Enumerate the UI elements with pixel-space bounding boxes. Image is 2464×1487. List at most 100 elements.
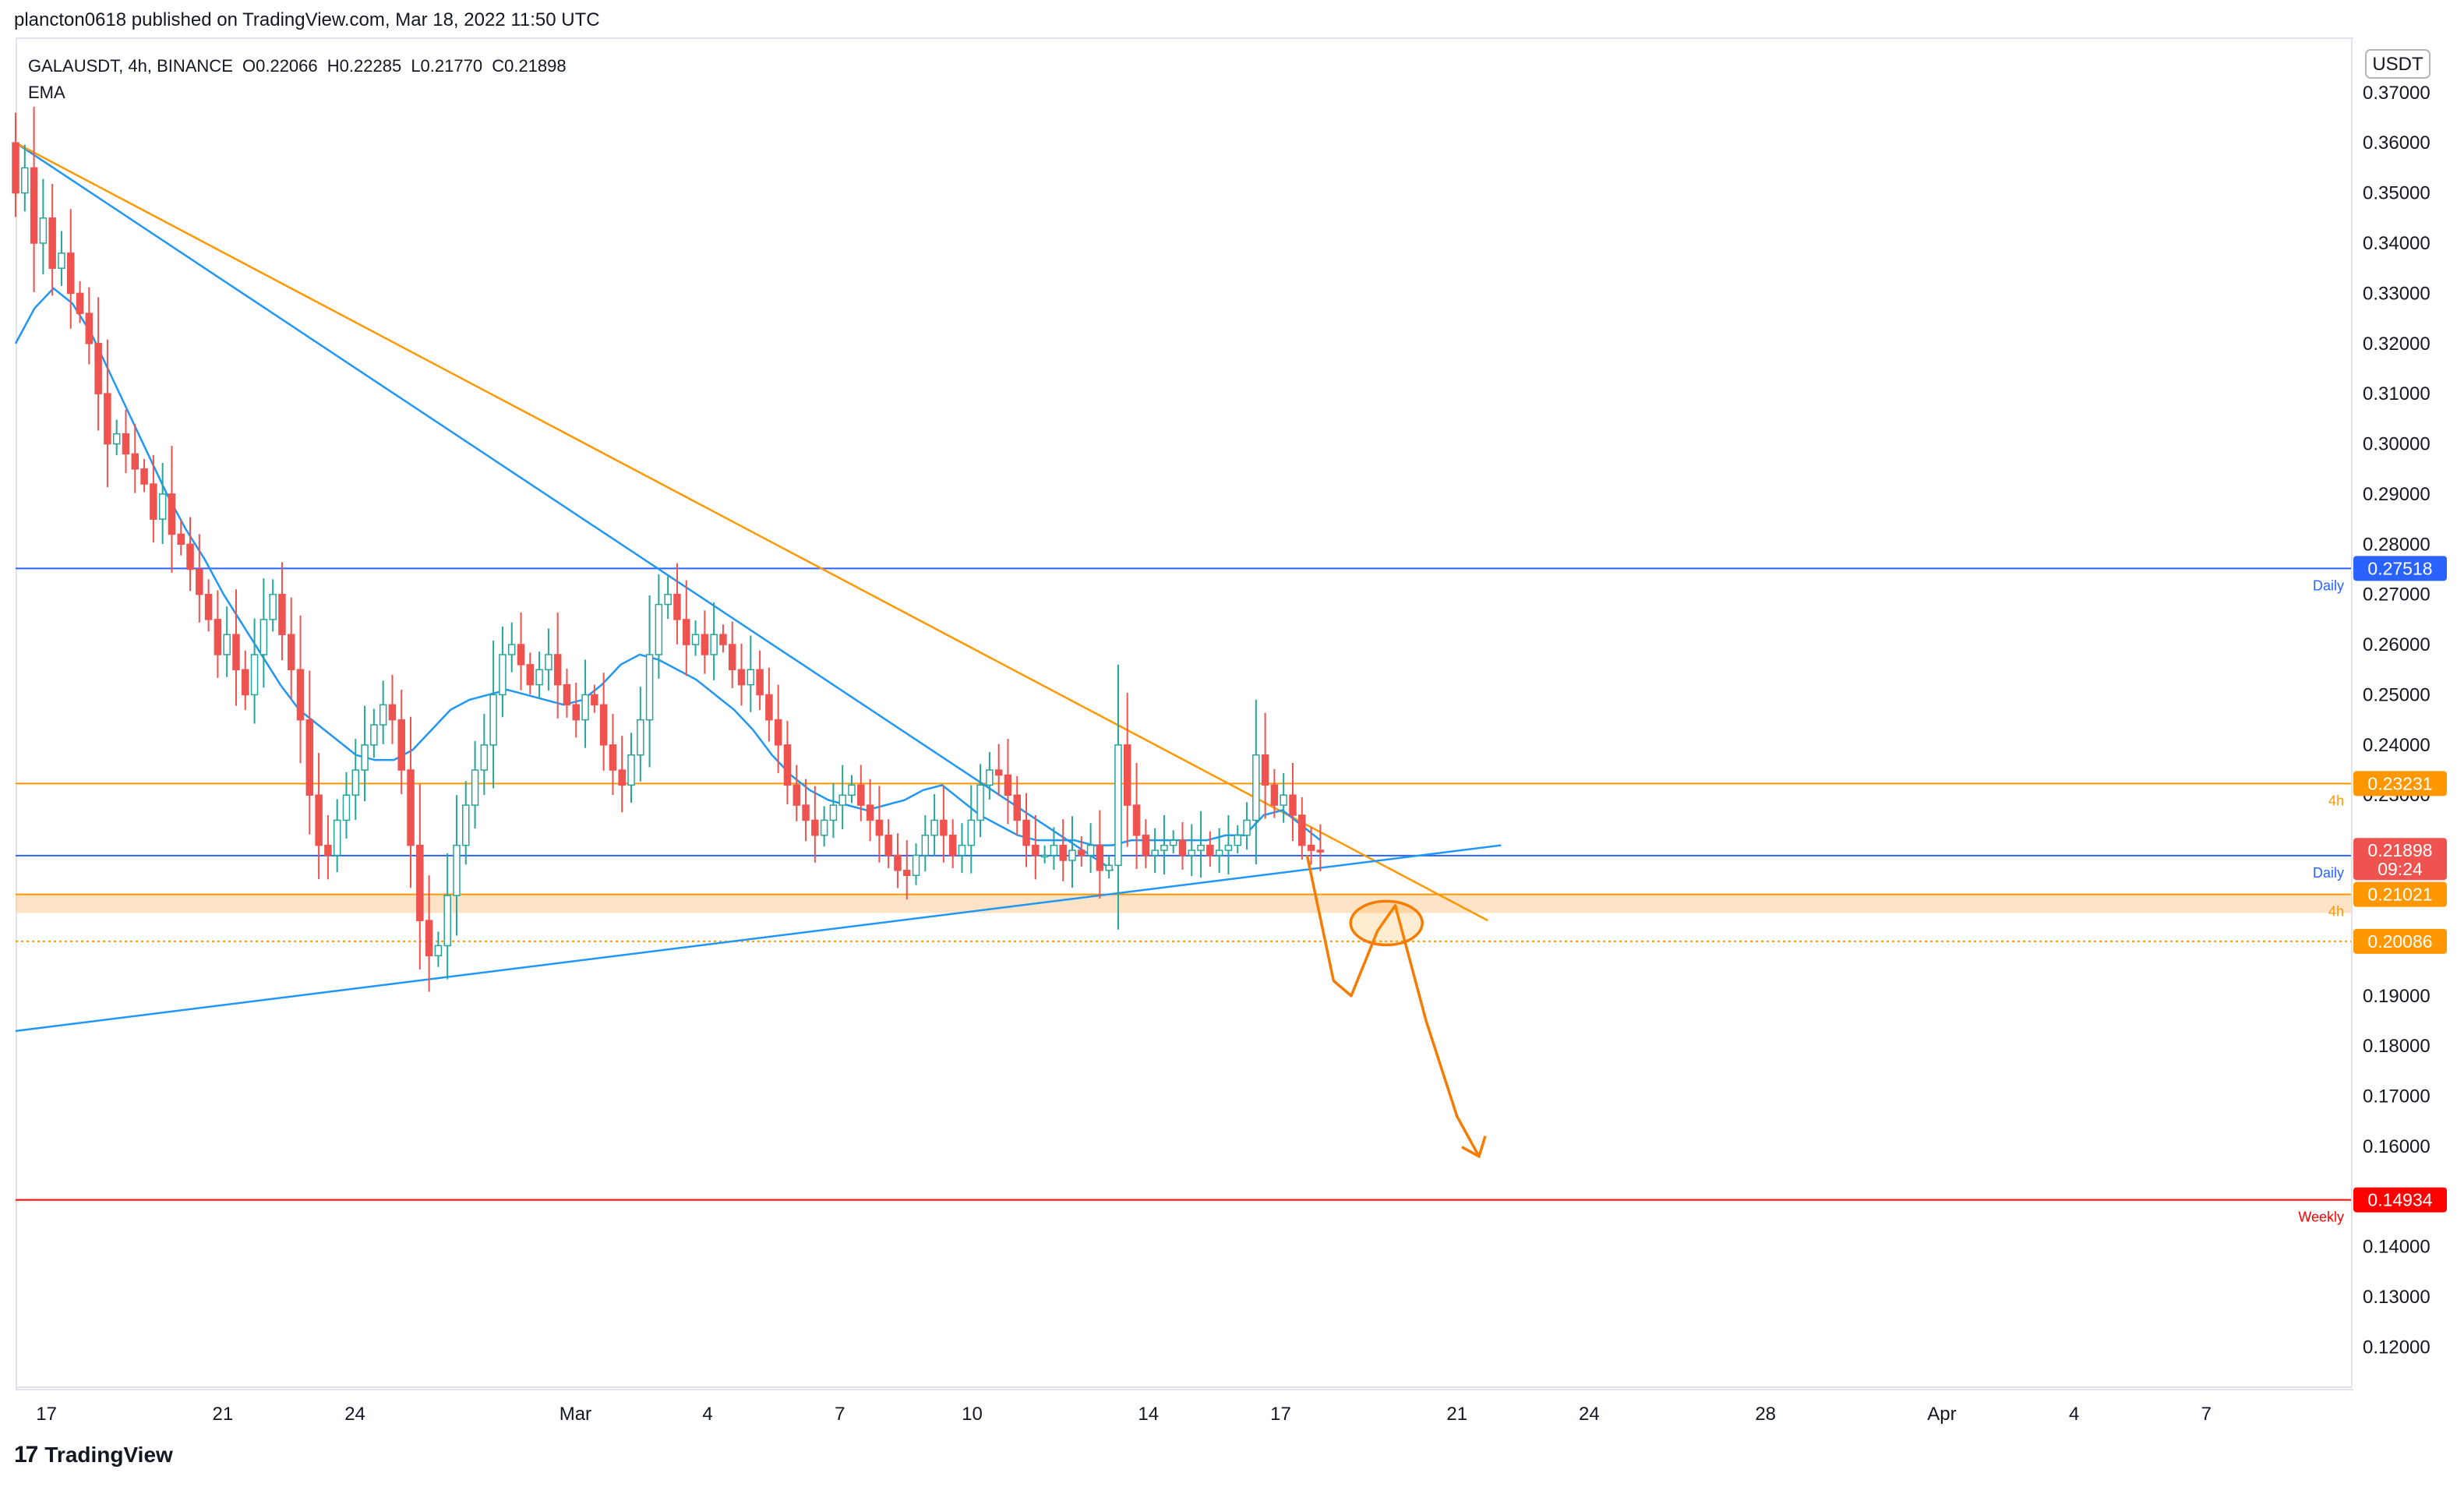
chart-frame[interactable]	[16, 37, 2353, 1390]
candle-down	[563, 683, 571, 706]
candle-down	[774, 719, 782, 746]
candle-down	[793, 784, 801, 806]
candle-up	[967, 819, 976, 846]
candle-down	[12, 142, 19, 194]
candle-up	[39, 217, 48, 244]
candle-down	[1261, 754, 1269, 786]
indicator-label[interactable]: EMA	[28, 83, 65, 102]
candle-up	[1169, 839, 1177, 846]
candle-down	[177, 533, 185, 546]
candle-up	[361, 744, 369, 771]
price-tick-label: 0.27000	[2363, 585, 2430, 606]
candle-down	[765, 694, 773, 721]
candle-up	[710, 634, 718, 655]
level-timeframe-label: Daily	[2313, 865, 2344, 881]
candle-up	[535, 669, 543, 686]
candle-down	[728, 644, 736, 671]
candle-down	[397, 719, 405, 771]
price-tick-label: 0.32000	[2363, 334, 2430, 355]
candle-down	[948, 834, 957, 857]
candle-down	[85, 313, 94, 344]
candle-down	[48, 217, 56, 269]
tradingview-logo-icon: 17	[14, 1442, 38, 1468]
candle-down	[94, 343, 102, 394]
candle-up	[351, 769, 360, 796]
candle-down	[894, 854, 902, 871]
candle-up	[58, 253, 65, 269]
time-tick-label: 4	[702, 1404, 712, 1425]
candle-up	[453, 844, 461, 896]
candle-down	[196, 568, 203, 595]
candle-down	[811, 819, 819, 836]
time-axis: 17 21 24 Mar 4 7 10 14 17 21 24 28 Apr 4 7	[16, 1386, 2352, 1425]
candle-up	[976, 784, 984, 821]
candle-down	[140, 468, 148, 485]
candle-down	[618, 769, 626, 786]
candle-up	[691, 634, 700, 645]
currency-badge[interactable]	[2365, 49, 2430, 79]
time-tick-label: 17	[1270, 1404, 1291, 1425]
candle-up	[250, 654, 259, 696]
candle-up	[480, 744, 489, 771]
candle-down	[857, 784, 865, 806]
level-timeframe-label: Weekly	[2298, 1210, 2344, 1225]
last-price-tag	[2353, 838, 2447, 881]
horizontal-levels-layer: Daily 4h Daily 4h Weekly	[16, 567, 2352, 1225]
open-value: O0.22066	[242, 56, 318, 76]
candle-down	[994, 769, 1003, 776]
price-tick-label: 0.37000	[2363, 83, 2430, 104]
candle-down	[866, 804, 874, 821]
candle-up	[1114, 744, 1122, 867]
price-tick-label: 0.14000	[2363, 1237, 2430, 1258]
level-price-tag	[2353, 556, 2447, 581]
candle-up	[1215, 849, 1223, 857]
chart-legend: GALAUSDT, 4h, BINANCE O0.22066 H0.22285 …	[28, 53, 567, 106]
level-timeframe-label: 4h	[2328, 904, 2344, 920]
candle-down	[1206, 844, 1214, 857]
candle-up	[627, 754, 635, 786]
candle-up	[158, 493, 167, 520]
candle-up	[443, 895, 451, 947]
level-price-tag-label: 0.23231	[2367, 773, 2432, 793]
projection-drawing-layer	[1305, 855, 1487, 1159]
candle-down	[214, 619, 222, 655]
brand-name: TradingView	[44, 1443, 173, 1467]
level-timeframe-label: Daily	[2313, 577, 2344, 593]
level-price-tag-label: 0.14934	[2367, 1190, 2432, 1210]
candle-up	[489, 694, 497, 746]
candle-down	[305, 719, 314, 796]
symbol-label[interactable]: GALAUSDT, 4h, BINANCE	[28, 56, 233, 76]
low-value: L0.21770	[411, 56, 483, 76]
price-tick-label: 0.16000	[2363, 1136, 2430, 1157]
candle-down	[131, 453, 139, 470]
candle-up	[1105, 864, 1113, 871]
price-tick-label: 0.12000	[2363, 1337, 2430, 1358]
candle-up	[333, 819, 341, 857]
time-tick-label: Mar	[560, 1404, 591, 1425]
candle-down	[1316, 849, 1325, 853]
footer-brand[interactable]: 17 TradingView	[14, 1442, 173, 1468]
candle-down	[756, 669, 764, 696]
candle-up	[645, 654, 654, 721]
candle-up	[1252, 754, 1260, 821]
candle-up	[637, 719, 644, 756]
candle-up	[820, 819, 828, 836]
candle-down	[186, 543, 194, 570]
candle-down	[30, 167, 38, 244]
candle-up	[838, 794, 846, 806]
candle-up	[912, 854, 920, 877]
candle-down	[287, 634, 295, 671]
level-price-tag	[2353, 881, 2447, 907]
candle-up	[1188, 849, 1196, 857]
candle-down	[673, 593, 681, 620]
high-value: H0.22285	[327, 56, 402, 76]
time-tick-label: 10	[962, 1404, 983, 1425]
candle-down	[425, 920, 433, 957]
price-tick-label: 0.13000	[2363, 1287, 2430, 1308]
close-value: C0.21898	[492, 56, 567, 76]
candle-up	[848, 784, 856, 796]
candle-down	[232, 634, 240, 671]
candle-up	[1151, 849, 1159, 857]
price-tick-label: 0.34000	[2363, 233, 2430, 254]
